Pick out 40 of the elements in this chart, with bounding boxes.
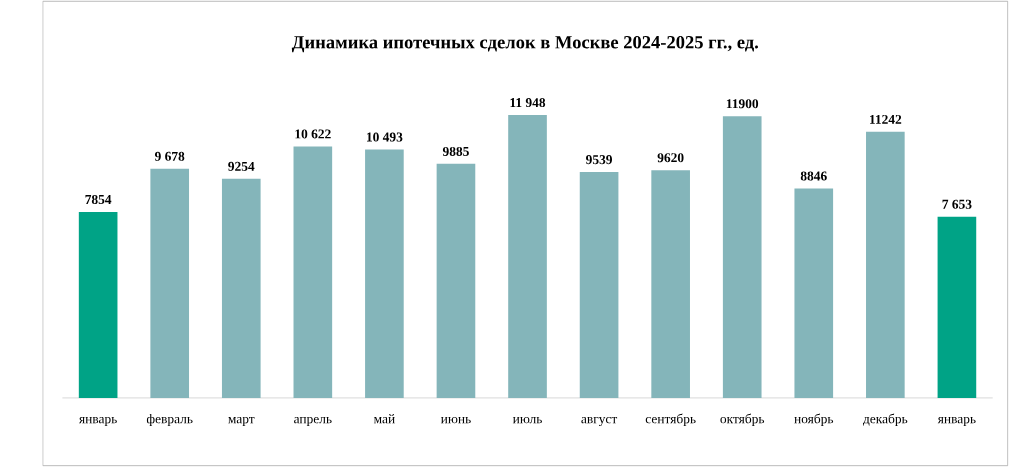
x-tick-label: май [373, 414, 395, 424]
data-label: 11242 [870, 114, 902, 124]
data-label: 7854 [85, 195, 112, 205]
bar [937, 216, 977, 398]
x-tick-label: апрель [294, 416, 332, 427]
data-label: 9 678 [154, 151, 185, 161]
bar [722, 116, 762, 398]
bar [794, 188, 834, 398]
data-label: 11900 [726, 99, 759, 109]
x-tick-label: сентябрь [645, 413, 696, 427]
bar [436, 163, 476, 398]
x-tick-label: март [228, 416, 255, 427]
bar [150, 168, 190, 398]
x-tick-label: декабрь [862, 413, 908, 427]
data-label: 7 653 [942, 199, 972, 209]
bar [78, 211, 118, 398]
bar [651, 170, 690, 398]
x-tick-label: ноябрь [794, 413, 834, 427]
bar [365, 149, 404, 398]
data-label: 11 948 [510, 98, 546, 108]
bar [579, 172, 619, 398]
x-tick-label: январь [937, 416, 976, 427]
data-label: 10 493 [367, 132, 403, 142]
bar [293, 146, 333, 398]
x-tick-label: июль [512, 416, 542, 424]
bar [221, 178, 261, 398]
x-tick-label: июнь [440, 416, 471, 424]
x-tick-label: октябрь [720, 413, 765, 427]
data-label: 9254 [228, 161, 255, 171]
data-label: 9539 [586, 155, 613, 165]
x-tick-label: август [581, 416, 618, 427]
bar [866, 131, 905, 398]
data-label: 9620 [657, 153, 684, 163]
x-tick-label: февраль [146, 413, 193, 427]
bar [508, 115, 547, 398]
chart-title: Динамика ипотечных сделок в Москве 2024-2025 гг., ед. [291, 35, 759, 53]
data-label: 8846 [800, 171, 827, 181]
data-label: 10 622 [295, 129, 331, 139]
x-tick-label: январь [79, 416, 117, 427]
data-label: 9885 [442, 146, 469, 156]
